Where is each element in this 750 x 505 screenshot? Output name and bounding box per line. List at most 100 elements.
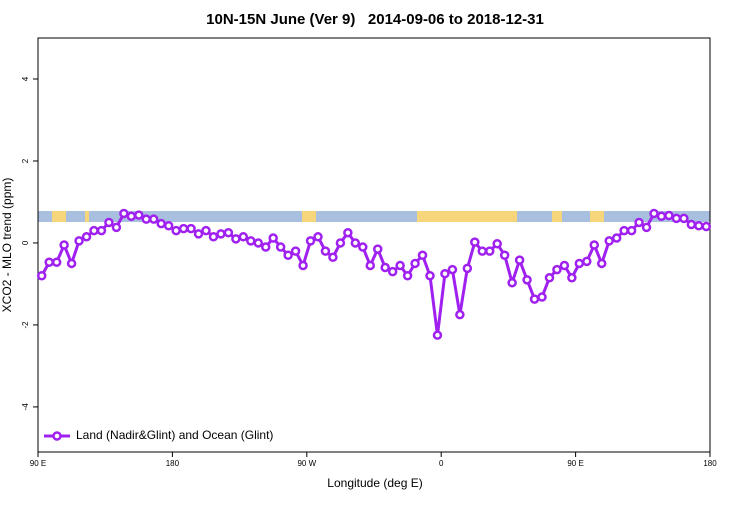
point <box>89 225 99 236</box>
point <box>440 268 450 279</box>
point <box>559 260 570 271</box>
point <box>417 250 428 260</box>
point <box>260 242 271 252</box>
point <box>552 264 562 275</box>
point <box>410 258 420 269</box>
point <box>671 213 682 224</box>
legend-label: Land (Nadir&Glint) and Ocean (Glint) <box>76 428 273 442</box>
land-patch <box>85 211 89 222</box>
point <box>74 236 84 246</box>
point <box>522 275 532 285</box>
point <box>134 210 144 220</box>
point <box>163 220 174 231</box>
point <box>328 252 338 263</box>
point <box>305 236 316 246</box>
point <box>156 218 166 229</box>
point <box>104 217 114 228</box>
land-patch <box>552 211 562 222</box>
point <box>529 294 540 304</box>
legend-marker <box>52 431 62 441</box>
ocean-strip <box>38 211 710 222</box>
point <box>253 238 264 248</box>
point <box>81 232 92 242</box>
point <box>231 234 241 244</box>
point <box>350 238 361 248</box>
point <box>507 277 517 288</box>
point <box>701 221 712 232</box>
land-ocean-strip <box>38 211 710 222</box>
point <box>694 220 704 231</box>
point <box>447 264 458 275</box>
point <box>119 208 129 219</box>
point <box>290 246 301 256</box>
point <box>544 273 555 283</box>
point <box>372 244 383 254</box>
point <box>66 258 77 269</box>
point <box>462 263 473 274</box>
point <box>626 225 637 236</box>
point <box>313 232 323 242</box>
plot-frame <box>37 37 711 453</box>
point <box>238 232 249 242</box>
x-tick-label: 90 E <box>567 459 583 468</box>
x-tick-label: 90 E <box>30 459 46 468</box>
point <box>589 240 600 250</box>
land-patch <box>417 211 517 222</box>
land-patch <box>52 211 66 222</box>
x-tick-label: 0 <box>439 459 444 468</box>
point <box>193 229 204 239</box>
point <box>141 214 152 224</box>
point <box>679 213 689 224</box>
point <box>425 270 435 281</box>
y-tick-label: -2 <box>21 321 30 329</box>
point <box>358 242 368 252</box>
chart-title: 10N-15N June (Ver 9) 2014-09-06 to 2018-… <box>206 11 544 28</box>
point <box>492 239 502 249</box>
point <box>171 225 181 236</box>
point <box>634 217 644 228</box>
point <box>148 214 159 224</box>
point <box>499 250 510 260</box>
point <box>178 223 189 234</box>
x-tick-label: 180 <box>166 459 180 468</box>
y-tick-label: 2 <box>21 158 30 163</box>
point <box>44 257 54 267</box>
point <box>484 246 495 256</box>
point <box>686 219 697 230</box>
point <box>395 260 405 271</box>
point <box>432 330 443 340</box>
point <box>574 258 585 269</box>
point <box>619 225 629 236</box>
point <box>664 210 674 221</box>
point <box>365 260 376 271</box>
point <box>402 270 413 281</box>
point <box>567 273 577 283</box>
point <box>268 233 278 243</box>
point <box>477 246 488 256</box>
point <box>216 229 226 239</box>
point <box>380 262 390 273</box>
point <box>36 270 47 281</box>
point <box>208 232 219 242</box>
point <box>186 223 196 234</box>
point <box>96 225 107 236</box>
x-tick-label: 90 W <box>297 459 316 468</box>
point <box>246 236 256 246</box>
point <box>201 225 211 236</box>
y-tick-label: 4 <box>21 76 30 81</box>
point <box>223 227 234 238</box>
point <box>275 242 286 252</box>
land-patch <box>590 211 604 222</box>
land-patch <box>302 211 316 222</box>
point <box>611 233 622 243</box>
point <box>455 309 465 320</box>
point <box>283 250 293 260</box>
point <box>537 292 547 302</box>
point <box>656 211 667 222</box>
point <box>343 227 353 238</box>
y-tick-label: -4 <box>21 403 30 411</box>
point <box>111 222 122 233</box>
point <box>320 246 331 256</box>
